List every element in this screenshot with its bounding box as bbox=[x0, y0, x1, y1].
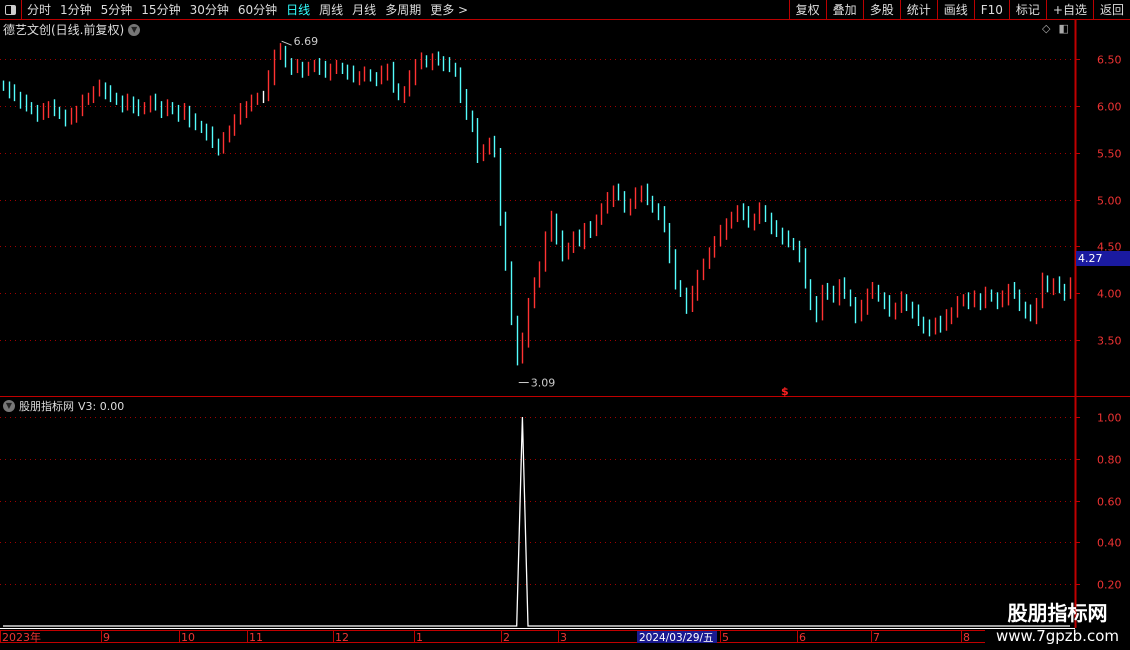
period-tab[interactable]: 更多 > bbox=[430, 3, 469, 17]
x-tick-label: 6 bbox=[799, 631, 806, 644]
x-tick-label: 5 bbox=[722, 631, 729, 644]
period-tab[interactable]: 多周期 bbox=[385, 3, 422, 17]
diamond-icon[interactable]: ◇ bbox=[1042, 22, 1051, 35]
period-tab[interactable]: 5分钟 bbox=[100, 3, 133, 17]
period-tab[interactable]: 30分钟 bbox=[189, 3, 229, 17]
price-tick-label: 4.50 bbox=[1097, 241, 1122, 254]
indicator-title: ▼ 股朋指标网 V3: 0.00 bbox=[3, 398, 124, 414]
high-price-label: 6.69 bbox=[294, 35, 319, 48]
period-tab[interactable]: 60分钟 bbox=[237, 3, 278, 17]
current-price-label: 4.27 bbox=[1078, 252, 1103, 265]
panel-toggle-icon[interactable]: ◧ bbox=[1058, 22, 1069, 35]
indicator-tick-label: 0.80 bbox=[1097, 454, 1122, 467]
stock-title: 德艺文创(日线.前复权) bbox=[3, 23, 125, 37]
x-tick-label: 7 bbox=[873, 631, 880, 644]
x-tick-label: 1 bbox=[416, 631, 423, 644]
cursor-date-label: 2024/03/29/五 bbox=[639, 632, 714, 644]
toolbar-action-button[interactable]: +自选 bbox=[1045, 0, 1093, 20]
watermark: 股朋指标网 www.7gpzb.com bbox=[985, 600, 1130, 646]
x-tick-label: 10 bbox=[181, 631, 195, 644]
price-tick-label: 6.00 bbox=[1097, 101, 1122, 114]
price-tick-label: 4.00 bbox=[1097, 288, 1122, 301]
toolbar-action-button[interactable]: 多股 bbox=[862, 0, 900, 20]
toolbar-action-button[interactable]: 统计 bbox=[899, 0, 937, 20]
current-price-tag bbox=[1076, 251, 1130, 266]
price-tick-label: 5.00 bbox=[1097, 195, 1122, 208]
x-tick-label: 9 bbox=[103, 631, 110, 644]
price-tick-label: 3.50 bbox=[1097, 335, 1122, 348]
x-tick-label: 11 bbox=[249, 631, 263, 644]
watermark-line1: 股朋指标网 bbox=[1007, 601, 1108, 625]
chart-title: 德艺文创(日线.前复权) ▼ bbox=[3, 21, 141, 38]
toolbar-action-button[interactable]: F10 bbox=[973, 0, 1009, 20]
toolbar-action-button[interactable]: 画线 bbox=[936, 0, 974, 20]
signal-marker-icon: $ bbox=[781, 385, 789, 398]
period-tab[interactable]: 月线 bbox=[352, 3, 377, 17]
panel-toggle-button[interactable] bbox=[0, 0, 22, 20]
toolbar: 分时 1分钟 5分钟 15分钟 30分钟 60分钟 日线 周线 月线 多周期 更多 > 复权 叠加 多股… bbox=[0, 0, 1130, 20]
indicator-tick-label: 0.40 bbox=[1097, 537, 1122, 550]
high-marker bbox=[281, 40, 292, 46]
x-tick-label: 12 bbox=[335, 631, 349, 644]
cursor-date-box bbox=[637, 631, 717, 643]
indicator-name: 股朋指标网 bbox=[19, 400, 74, 413]
x-tick-label: 3 bbox=[560, 631, 567, 644]
low-price-label: 3.09 bbox=[531, 377, 556, 390]
period-tab[interactable]: 1分钟 bbox=[60, 3, 92, 17]
toolbar-action-button[interactable]: 叠加 bbox=[825, 0, 863, 20]
indicator-value: V3: 0.00 bbox=[78, 399, 125, 413]
price-tick-label: 6.50 bbox=[1097, 54, 1122, 67]
x-tick-label: 2023年 bbox=[2, 630, 41, 644]
sidebar-toggle-icon bbox=[5, 5, 16, 15]
v3-series-line bbox=[3, 416, 1070, 627]
period-tab[interactable]: 日线 bbox=[286, 3, 311, 17]
x-tick-label: 2 bbox=[503, 631, 510, 644]
toolbar-action-button[interactable]: 返回 bbox=[1092, 0, 1130, 20]
watermark-line2: www.7gpzb.com bbox=[996, 627, 1119, 645]
period-tab[interactable]: 周线 bbox=[319, 3, 344, 17]
indicator-tick-label: 0.60 bbox=[1097, 496, 1122, 509]
chevron-down-icon[interactable]: ▼ bbox=[128, 23, 141, 36]
price-tick-label: 5.50 bbox=[1097, 148, 1122, 161]
toolbar-action-button[interactable]: 复权 bbox=[788, 0, 826, 20]
chevron-down-icon[interactable]: ▼ bbox=[3, 400, 15, 412]
x-tick-label: 8 bbox=[963, 631, 970, 644]
period-tab[interactable]: 15分钟 bbox=[141, 3, 181, 17]
indicator-tick-label: 1.00 bbox=[1097, 412, 1122, 425]
indicator-tick-label: 0.20 bbox=[1097, 579, 1122, 592]
period-tab[interactable]: 分时 bbox=[27, 3, 52, 17]
toolbar-action-button[interactable]: 标记 bbox=[1008, 0, 1046, 20]
